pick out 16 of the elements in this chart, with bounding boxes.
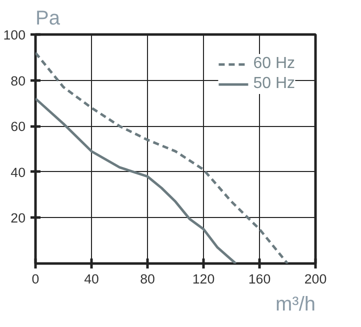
y-tick-label: 80: [10, 73, 26, 88]
legend-label: 60 Hz: [253, 55, 295, 73]
x-axis-title: m³/h: [276, 294, 316, 316]
legend-label: 50 Hz: [253, 75, 295, 93]
x-tick-label: 0: [32, 272, 40, 286]
x-tick-label: 40: [84, 272, 99, 286]
y-tick-label: 100: [3, 28, 26, 42]
x-tick-label: 120: [192, 272, 215, 286]
y-axis-title: Pa: [36, 8, 61, 30]
line-series: [36, 97, 237, 264]
x-tick-label: 80: [140, 272, 155, 286]
y-tick-label: 60: [10, 119, 26, 134]
x-tick-label: 200: [304, 272, 327, 286]
y-tick-label: 40: [10, 164, 26, 180]
x-tick-label: 160: [248, 272, 271, 286]
y-tick-label: 20: [10, 210, 26, 226]
